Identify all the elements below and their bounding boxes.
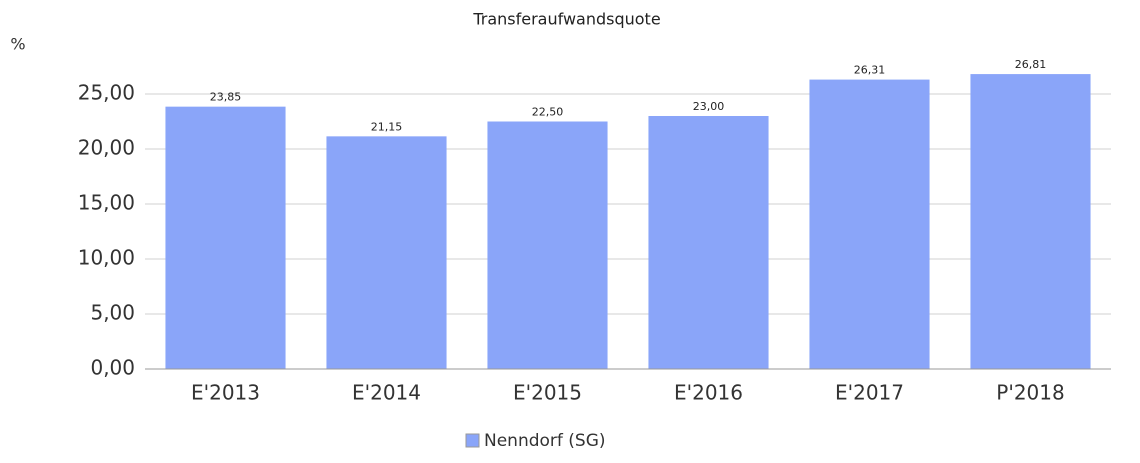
y-axis-label: %	[10, 35, 25, 54]
y-tick-label: 5,00	[90, 301, 135, 325]
value-label: 22,50	[532, 106, 564, 119]
y-tick-label: 25,00	[78, 81, 135, 105]
bar	[970, 74, 1091, 369]
x-tick-label: E'2016	[674, 381, 743, 405]
y-tick-label: 20,00	[78, 136, 135, 160]
y-tick-label: 15,00	[78, 191, 135, 215]
bar	[165, 106, 286, 370]
x-tick-label: E'2015	[513, 381, 582, 405]
value-label: 23,85	[210, 91, 242, 104]
y-tick-label: 10,00	[78, 246, 135, 270]
legend-swatch	[465, 433, 480, 448]
value-label: 21,15	[371, 120, 403, 133]
bar	[809, 79, 930, 369]
bar	[487, 121, 608, 369]
x-tick-label: E'2014	[352, 381, 421, 405]
bar	[648, 116, 769, 369]
chart-title: Transferaufwandsquote	[472, 10, 660, 29]
bar	[326, 136, 447, 369]
x-tick-label: E'2017	[835, 381, 904, 405]
y-tick-label: 0,00	[90, 356, 135, 380]
value-label: 26,81	[1015, 58, 1047, 71]
legend-label: Nenndorf (SG)	[484, 431, 606, 451]
x-tick-label: E'2013	[191, 381, 260, 405]
value-label: 23,00	[693, 100, 725, 113]
x-tick-label: P'2018	[996, 381, 1064, 405]
value-label: 26,31	[854, 64, 886, 77]
